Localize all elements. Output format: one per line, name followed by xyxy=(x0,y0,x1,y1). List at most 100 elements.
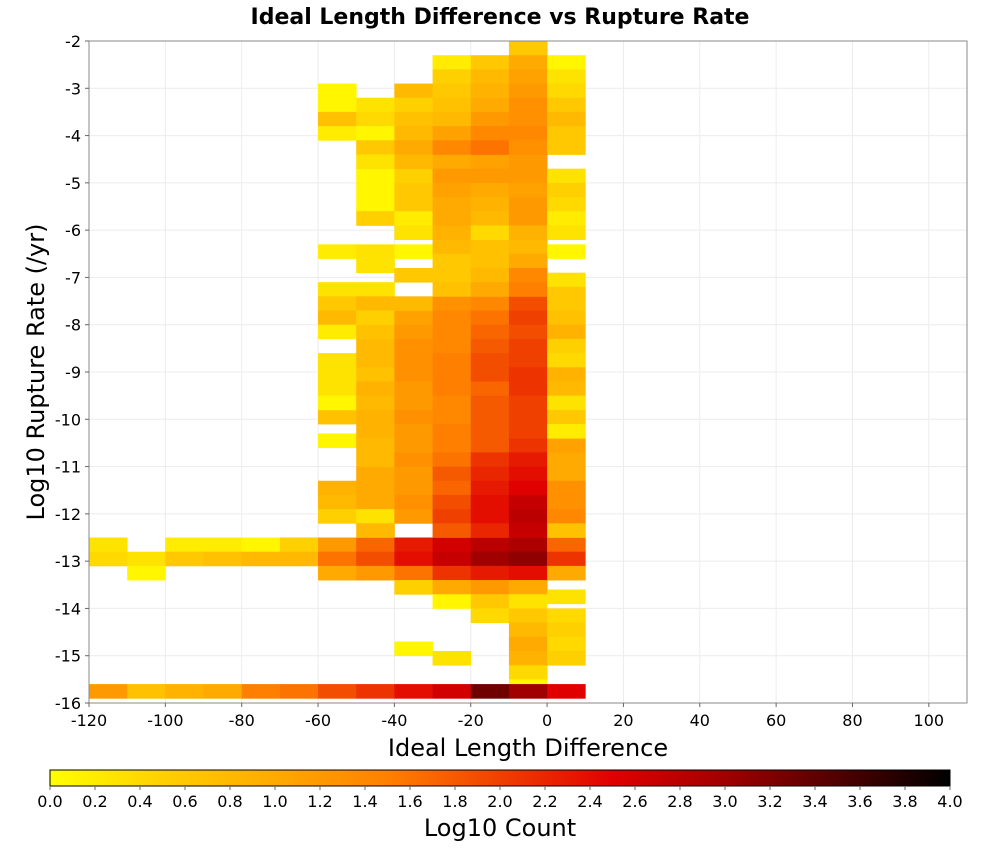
heatmap-cell xyxy=(547,494,586,510)
heatmap-cell xyxy=(394,480,433,496)
heatmap-cell xyxy=(547,523,586,538)
heatmap-cell xyxy=(318,684,357,699)
x-tick-label: -60 xyxy=(305,711,331,730)
heatmap-cell xyxy=(508,565,548,581)
heatmap-cell xyxy=(508,310,548,326)
heatmap-cell xyxy=(508,69,548,84)
heatmap-cell xyxy=(547,140,586,155)
heatmap-cell xyxy=(356,494,395,510)
heatmap-cell xyxy=(318,409,357,425)
heatmap-cell xyxy=(318,244,357,259)
heatmap-cell xyxy=(394,537,433,553)
heatmap-cell xyxy=(547,589,586,605)
heatmap-cell xyxy=(432,650,472,666)
colorbar-tick-label: 0.8 xyxy=(217,792,242,811)
heatmap-cell xyxy=(318,551,357,567)
heatmap-cell xyxy=(394,494,433,510)
y-tick-label: -14 xyxy=(55,599,81,618)
heatmap-cell xyxy=(508,41,548,56)
heatmap-cell xyxy=(470,580,510,595)
heatmap-cell xyxy=(356,197,395,212)
heatmap-cell xyxy=(432,551,472,567)
heatmap-cell xyxy=(508,338,548,354)
heatmap-cell xyxy=(394,211,433,226)
heatmap-cell xyxy=(394,182,433,198)
heatmap-cell xyxy=(318,111,357,127)
heatmap-cell xyxy=(470,239,510,255)
heatmap-cell xyxy=(432,395,472,411)
heatmap-cell xyxy=(318,565,357,581)
heatmap-cell xyxy=(279,684,319,699)
heatmap-cell xyxy=(470,211,510,226)
heatmap-cell xyxy=(470,296,510,311)
heatmap-cell xyxy=(356,353,395,368)
heatmap-cell xyxy=(432,367,472,382)
heatmap-cell xyxy=(547,324,586,340)
heatmap-cell xyxy=(394,381,433,397)
heatmap-cell xyxy=(356,480,395,496)
heatmap-cell xyxy=(547,126,586,141)
colorbar-ticks: 0.0 0.2 0.4 0.6 0.8 1.0 1.2 1.4 1.6 1.8 2.0 2.2 2.4 2… xyxy=(37,786,963,811)
heatmap-cell xyxy=(470,395,510,411)
heatmap-cell xyxy=(432,580,472,595)
heatmap-cell xyxy=(356,296,395,311)
y-tick-label: -12 xyxy=(55,505,81,524)
heatmap-cell xyxy=(547,225,586,240)
heatmap-cell xyxy=(432,253,472,269)
colorbar-tick-label: 1.6 xyxy=(397,792,422,811)
heatmap-cell xyxy=(356,338,395,354)
heatmap-cell xyxy=(508,580,548,595)
colorbar-tick-label: 1.4 xyxy=(352,792,377,811)
heatmap-cell xyxy=(470,684,510,699)
colorbar-tick-label: 3.8 xyxy=(892,792,917,811)
heatmap-cell xyxy=(547,111,586,127)
heatmap-cell xyxy=(432,83,472,99)
heatmap-cell xyxy=(508,650,548,666)
heatmap-cell xyxy=(508,225,548,240)
colorbar-tick-label: 1.8 xyxy=(442,792,467,811)
heatmap-cell xyxy=(547,684,586,699)
heatmap-cell xyxy=(394,424,433,439)
colorbar-label: Log10 Count xyxy=(424,814,576,842)
y-tick-label: -10 xyxy=(55,410,81,429)
heatmap-cell xyxy=(356,182,395,198)
heatmap-cell xyxy=(508,480,548,496)
heatmap-cell xyxy=(547,55,586,70)
heatmap-cell xyxy=(508,239,548,255)
heatmap-cell xyxy=(165,551,204,567)
heatmap-cell xyxy=(547,286,586,302)
heatmap-cell xyxy=(508,395,548,411)
heatmap-cell xyxy=(470,409,510,425)
colorbar-tick-label: 0.4 xyxy=(127,792,152,811)
heatmap-cell xyxy=(470,424,510,439)
heatmap-cell xyxy=(356,551,395,567)
y-tick-label: -6 xyxy=(65,221,81,240)
heatmap-cell xyxy=(356,211,395,226)
heatmap-cell xyxy=(508,111,548,127)
heatmap-cell xyxy=(470,509,510,524)
heatmap-cell xyxy=(470,282,510,297)
heatmap-cell xyxy=(547,182,586,198)
heatmap-cell xyxy=(470,466,510,482)
heatmap-cell xyxy=(356,395,395,411)
heatmap-cell xyxy=(394,580,433,595)
heatmap-cell xyxy=(394,97,433,113)
heatmap-cell xyxy=(470,438,510,453)
heatmap-cell xyxy=(470,182,510,198)
heatmap-cell xyxy=(394,267,433,283)
heatmap-cell xyxy=(318,83,357,99)
heatmap-cell xyxy=(318,310,357,326)
x-tick-label: -120 xyxy=(71,711,107,730)
heatmap-cell xyxy=(547,310,586,326)
heatmap-cell xyxy=(547,466,586,482)
x-tick-label: -80 xyxy=(229,711,255,730)
heatmap-cell xyxy=(356,537,395,553)
colorbar-tick-label: 3.4 xyxy=(802,792,827,811)
heatmap-cell xyxy=(394,126,433,141)
heatmap-cell xyxy=(356,424,395,439)
heatmap-cell xyxy=(356,258,395,274)
heatmap-cell xyxy=(394,338,433,354)
heatmap-cell xyxy=(547,608,586,624)
heatmap-cell xyxy=(547,381,586,397)
heatmap-cell xyxy=(470,253,510,269)
